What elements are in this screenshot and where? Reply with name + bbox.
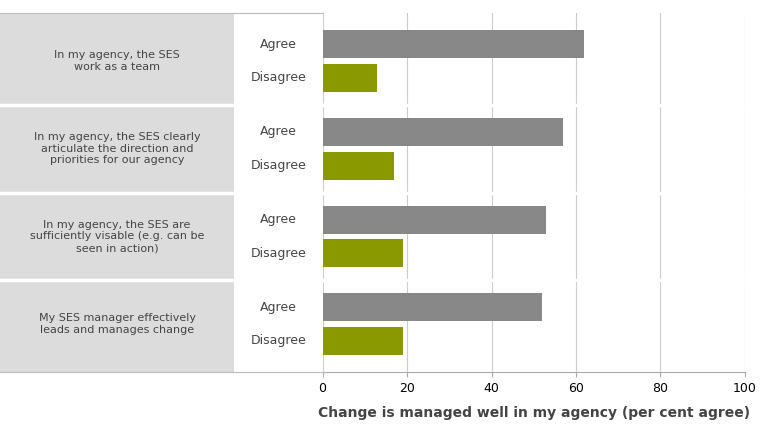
Text: Agree: Agree [260, 125, 297, 138]
Text: Disagree: Disagree [250, 159, 306, 172]
Bar [323, 30, 584, 58]
Text: My SES manager effectively
leads and manages change: My SES manager effectively leads and man… [38, 313, 196, 335]
Bar [323, 293, 542, 321]
Text: Disagree: Disagree [250, 71, 306, 84]
Text: Agree: Agree [260, 301, 297, 314]
Text: In my agency, the SES clearly
articulate the direction and
priorities for our ag: In my agency, the SES clearly articulate… [34, 132, 200, 165]
Text: In my agency, the SES are
sufficiently visable (e.g. can be
seen in action): In my agency, the SES are sufficiently v… [30, 220, 204, 253]
X-axis label: Change is managed well in my agency (per cent agree): Change is managed well in my agency (per… [318, 406, 750, 420]
Bar [323, 118, 563, 146]
Text: Agree: Agree [260, 38, 297, 51]
Text: Disagree: Disagree [250, 247, 306, 260]
Bar [323, 327, 402, 355]
Text: In my agency, the SES
work as a team: In my agency, the SES work as a team [55, 50, 180, 72]
Text: Agree: Agree [260, 213, 297, 226]
Bar [323, 205, 547, 234]
Bar [323, 152, 395, 180]
Text: Disagree: Disagree [250, 334, 306, 348]
Bar [323, 64, 377, 92]
Bar [323, 239, 402, 268]
